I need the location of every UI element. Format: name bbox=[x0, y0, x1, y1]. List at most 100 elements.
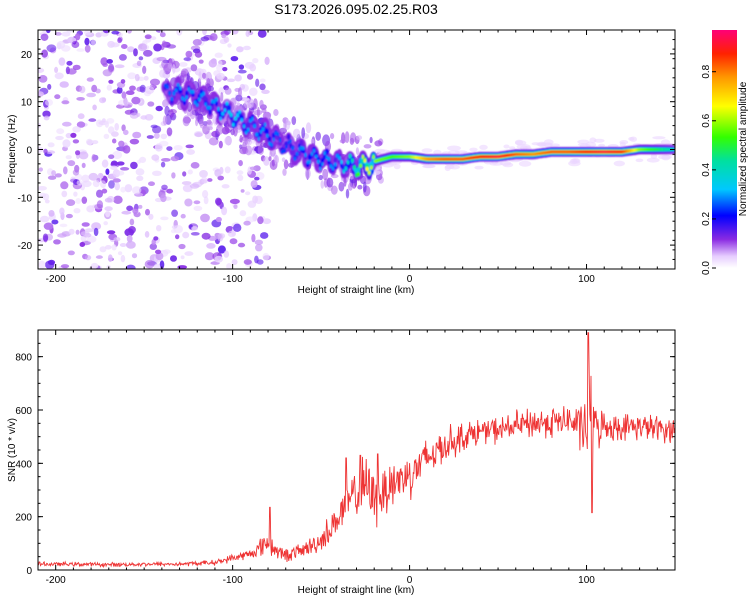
noise-blob bbox=[194, 51, 203, 58]
noise-blob bbox=[73, 191, 78, 197]
noise-blob bbox=[135, 168, 145, 176]
noise-blob bbox=[310, 138, 315, 144]
noise-blob bbox=[118, 32, 123, 38]
spectral-ridge bbox=[161, 76, 675, 181]
noise-blob bbox=[233, 204, 238, 209]
noise-blob bbox=[320, 180, 325, 189]
noise-blob bbox=[99, 246, 107, 253]
noise-blob bbox=[208, 59, 217, 68]
noise-blob bbox=[150, 78, 160, 86]
noise-blob bbox=[175, 234, 180, 240]
x-tick-label: -200 bbox=[46, 274, 66, 285]
noise-blob bbox=[237, 242, 246, 248]
noise-blob bbox=[249, 87, 258, 97]
noise-blob bbox=[106, 118, 115, 124]
snr-ylabel: SNR (10 * v/v) bbox=[7, 418, 18, 482]
noise-blob bbox=[176, 30, 183, 36]
noise-blob bbox=[229, 238, 238, 245]
noise-blob bbox=[84, 37, 90, 46]
noise-blob bbox=[40, 215, 50, 223]
ridge-blob bbox=[359, 164, 363, 168]
noise-blob bbox=[190, 162, 200, 169]
noise-blob bbox=[281, 157, 286, 162]
noise-blob bbox=[112, 178, 121, 183]
y-tick-label: -10 bbox=[18, 193, 33, 204]
noise-blob bbox=[51, 170, 56, 176]
noise-blob bbox=[114, 123, 119, 131]
noise-blob bbox=[78, 151, 89, 160]
noise-blob bbox=[218, 87, 225, 95]
noise-blob bbox=[147, 101, 155, 107]
ridge-blob bbox=[293, 156, 297, 161]
noise-blob bbox=[215, 197, 222, 206]
noise-blob bbox=[646, 157, 660, 163]
ridge-blob bbox=[255, 132, 259, 137]
noise-blob bbox=[101, 159, 109, 168]
ridge-blob bbox=[233, 122, 238, 128]
ridge-blob bbox=[287, 140, 290, 145]
ridge-blob bbox=[265, 128, 269, 135]
ridge-blob bbox=[240, 118, 244, 123]
ridge-blob bbox=[365, 167, 369, 172]
ridge-blob bbox=[168, 91, 171, 96]
noise-blob bbox=[91, 140, 99, 145]
noise-blob bbox=[72, 169, 80, 176]
ridge-blob bbox=[191, 89, 195, 94]
ridge-blob bbox=[233, 116, 238, 121]
noise-blob bbox=[171, 172, 176, 179]
ridge-blob bbox=[206, 105, 210, 110]
noise-blob bbox=[54, 94, 61, 100]
noise-blob bbox=[66, 68, 77, 75]
colorbar-label: Normalized spectral amplitude bbox=[738, 81, 749, 216]
noise-blob bbox=[224, 136, 232, 146]
noise-blob bbox=[153, 236, 159, 241]
ridge-blob bbox=[195, 103, 199, 107]
noise-blob bbox=[130, 161, 138, 170]
noise-blob bbox=[153, 132, 160, 139]
noise-blob bbox=[195, 118, 199, 127]
noise-blob bbox=[38, 260, 46, 269]
noise-blob bbox=[144, 259, 155, 269]
noise-blob bbox=[182, 231, 190, 239]
noise-blob bbox=[106, 59, 113, 64]
ridge-blob bbox=[276, 131, 280, 136]
colorbar-tick-label: 0.0 bbox=[701, 261, 712, 275]
noise-blob bbox=[75, 229, 80, 235]
noise-blob bbox=[229, 198, 240, 205]
noise-blob bbox=[95, 88, 101, 94]
noise-blob bbox=[183, 57, 192, 61]
ridge-blob bbox=[219, 116, 222, 121]
ridge-blob bbox=[170, 96, 174, 101]
snr-series-line bbox=[38, 332, 675, 569]
noise-blob bbox=[54, 66, 59, 73]
noise-blob bbox=[224, 166, 231, 174]
noise-blob bbox=[79, 85, 86, 94]
noise-blob bbox=[219, 166, 224, 175]
noise-blob bbox=[149, 243, 157, 251]
y-tick-label: 400 bbox=[15, 459, 32, 470]
noise-blob bbox=[47, 259, 56, 265]
noise-blob bbox=[81, 196, 88, 204]
snr-axes: -200 -100 0 100 0 200 400 600 800 bbox=[15, 329, 676, 586]
noise-blob bbox=[363, 144, 372, 149]
noise-blob bbox=[161, 158, 171, 162]
noise-blob bbox=[260, 232, 269, 239]
noise-blob bbox=[469, 147, 478, 152]
noise-blob bbox=[204, 252, 215, 261]
ridge-blob bbox=[183, 97, 186, 102]
ridge-blob bbox=[208, 105, 212, 110]
noise-blob bbox=[47, 175, 57, 180]
noise-blob bbox=[152, 170, 162, 176]
noise-blob bbox=[217, 233, 224, 242]
noise-blob bbox=[43, 148, 48, 154]
noise-blob bbox=[264, 56, 270, 65]
noise-blob bbox=[46, 30, 51, 34]
noise-blob bbox=[99, 97, 106, 104]
noise-blob bbox=[237, 69, 247, 74]
noise-blob bbox=[305, 122, 312, 134]
ridge-blob bbox=[320, 158, 325, 164]
noise-blob bbox=[238, 87, 242, 97]
noise-blob bbox=[330, 133, 335, 140]
noise-blob bbox=[315, 131, 322, 141]
